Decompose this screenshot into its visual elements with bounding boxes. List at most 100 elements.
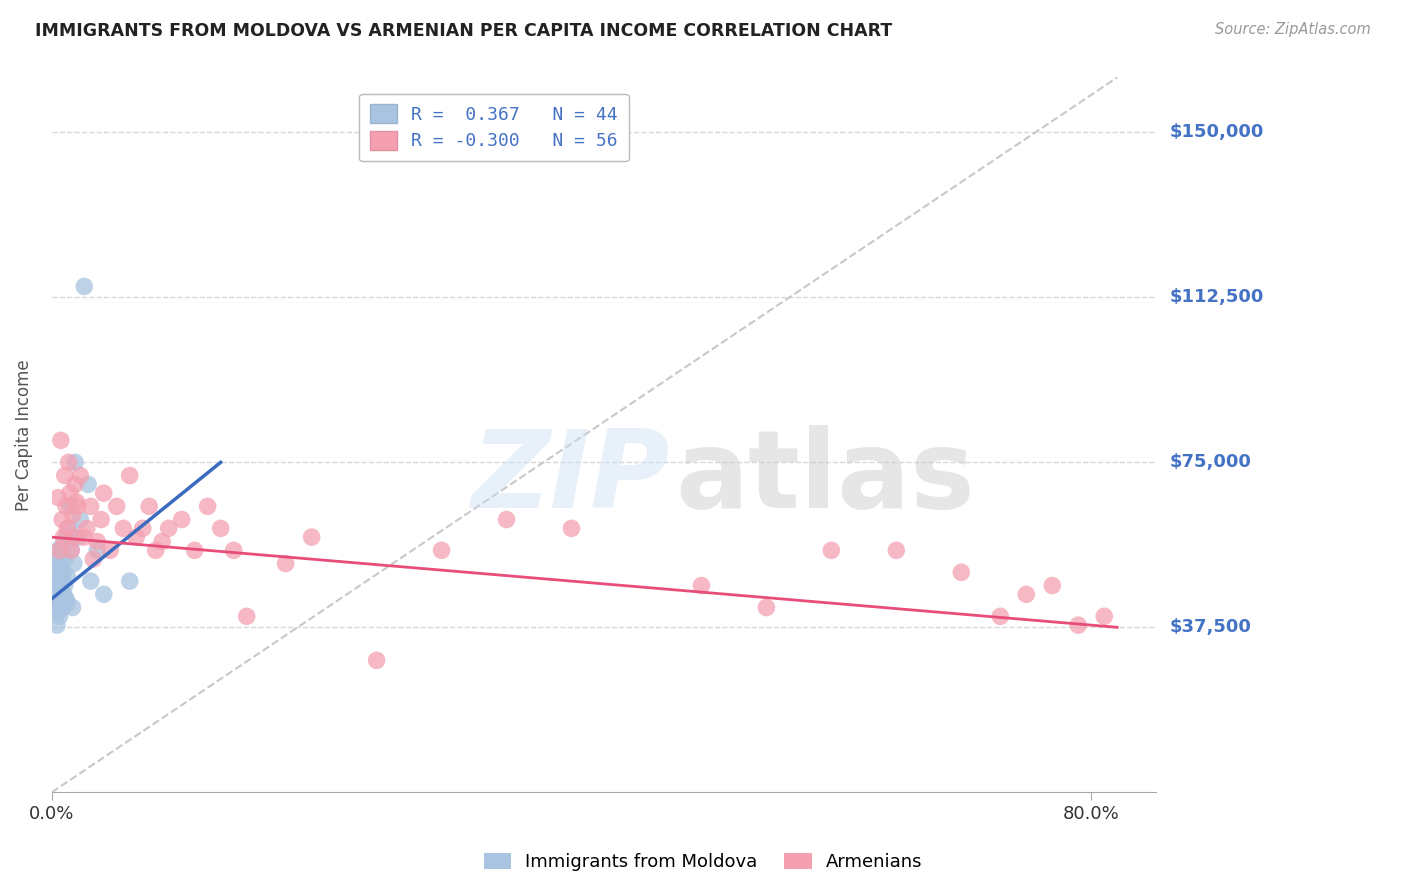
- Point: [66, 530, 89, 544]
- Point: [222, 543, 245, 558]
- Text: $150,000: $150,000: [1170, 123, 1264, 142]
- Text: Source: ZipAtlas.com: Source: ZipAtlas.com: [1215, 22, 1371, 37]
- Point: [170, 512, 193, 526]
- Text: atlas: atlas: [676, 425, 976, 531]
- Point: [55, 500, 77, 514]
- Point: [495, 512, 517, 526]
- Point: [44, 582, 66, 597]
- Point: [56, 570, 79, 584]
- Point: [65, 495, 87, 509]
- Point: [93, 486, 115, 500]
- Point: [73, 530, 96, 544]
- Point: [886, 543, 908, 558]
- Point: [60, 543, 83, 558]
- Point: [274, 557, 297, 571]
- Point: [1015, 587, 1038, 601]
- Point: [301, 530, 323, 544]
- Point: [430, 543, 453, 558]
- Point: [63, 557, 86, 571]
- Legend: R =  0.367   N = 44, R = -0.300   N = 56: R = 0.367 N = 44, R = -0.300 N = 56: [359, 94, 628, 161]
- Point: [58, 521, 80, 535]
- Text: $37,500: $37,500: [1170, 618, 1251, 636]
- Point: [46, 574, 69, 588]
- Point: [209, 521, 232, 535]
- Text: $112,500: $112,500: [1170, 288, 1264, 306]
- Point: [77, 477, 100, 491]
- Point: [53, 468, 76, 483]
- Point: [90, 512, 112, 526]
- Point: [1067, 618, 1090, 632]
- Point: [118, 574, 141, 588]
- Point: [63, 477, 86, 491]
- Point: [63, 455, 86, 469]
- Point: [46, 587, 69, 601]
- Point: [60, 543, 83, 558]
- Point: [80, 500, 103, 514]
- Point: [52, 600, 75, 615]
- Point: [69, 468, 91, 483]
- Point: [1040, 578, 1063, 592]
- Y-axis label: Per Capita Income: Per Capita Income: [15, 359, 32, 511]
- Point: [46, 543, 69, 558]
- Point: [49, 596, 72, 610]
- Point: [560, 521, 582, 535]
- Point: [45, 596, 67, 610]
- Point: [55, 591, 77, 606]
- Point: [820, 543, 842, 558]
- Point: [52, 530, 75, 544]
- Point: [48, 591, 70, 606]
- Text: ZIP: ZIP: [471, 425, 669, 531]
- Point: [80, 574, 103, 588]
- Point: [46, 557, 69, 571]
- Point: [58, 455, 80, 469]
- Point: [48, 552, 70, 566]
- Legend: Immigrants from Moldova, Armenians: Immigrants from Moldova, Armenians: [477, 846, 929, 879]
- Point: [86, 534, 108, 549]
- Point: [48, 543, 70, 558]
- Point: [46, 600, 69, 615]
- Point: [62, 508, 84, 523]
- Point: [46, 618, 69, 632]
- Point: [82, 552, 104, 566]
- Point: [197, 500, 219, 514]
- Point: [235, 609, 257, 624]
- Point: [45, 566, 67, 580]
- Point: [56, 521, 79, 535]
- Point: [131, 521, 153, 535]
- Point: [51, 591, 73, 606]
- Point: [98, 543, 121, 558]
- Point: [73, 279, 96, 293]
- Point: [56, 596, 79, 610]
- Point: [183, 543, 205, 558]
- Point: [86, 543, 108, 558]
- Point: [366, 653, 388, 667]
- Point: [53, 552, 76, 566]
- Point: [950, 566, 973, 580]
- Point: [63, 530, 86, 544]
- Point: [53, 578, 76, 592]
- Point: [48, 609, 70, 624]
- Point: [52, 566, 75, 580]
- Point: [59, 500, 82, 514]
- Point: [125, 530, 148, 544]
- Point: [66, 500, 89, 514]
- Point: [49, 434, 72, 448]
- Point: [48, 578, 70, 592]
- Point: [76, 521, 98, 535]
- Point: [51, 570, 73, 584]
- Point: [52, 587, 75, 601]
- Point: [93, 587, 115, 601]
- Point: [145, 543, 167, 558]
- Point: [51, 512, 73, 526]
- Point: [69, 512, 91, 526]
- Point: [55, 530, 77, 544]
- Point: [157, 521, 180, 535]
- Point: [105, 500, 128, 514]
- Point: [53, 591, 76, 606]
- Point: [988, 609, 1011, 624]
- Point: [138, 500, 160, 514]
- Point: [46, 605, 69, 619]
- Point: [690, 578, 713, 592]
- Text: IMMIGRANTS FROM MOLDOVA VS ARMENIAN PER CAPITA INCOME CORRELATION CHART: IMMIGRANTS FROM MOLDOVA VS ARMENIAN PER …: [35, 22, 893, 40]
- Point: [118, 468, 141, 483]
